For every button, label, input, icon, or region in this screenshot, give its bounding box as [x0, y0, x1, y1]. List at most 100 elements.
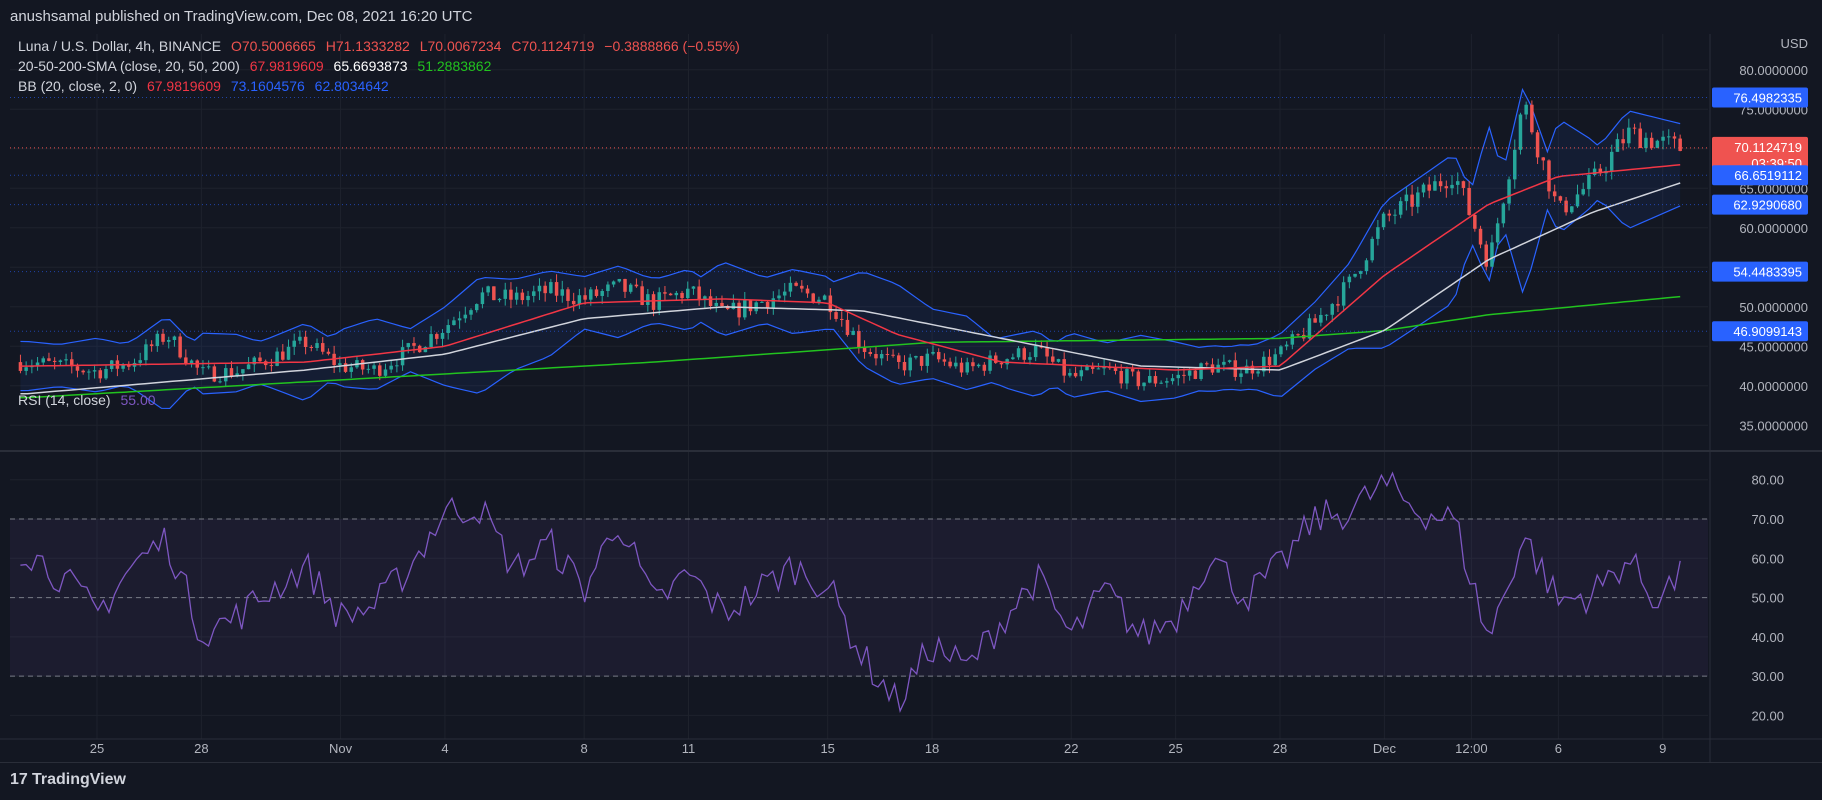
candle: [1421, 182, 1426, 198]
chart-svg[interactable]: 80.000000075.000000070.000000065.0000000…: [0, 34, 1822, 762]
candle-body: [879, 354, 884, 359]
candle: [24, 361, 28, 376]
candle: [281, 344, 285, 361]
candle: [680, 290, 684, 304]
candle-body: [161, 333, 165, 342]
rsi-tick-label: 80.00: [1751, 473, 1784, 488]
candle-body: [1119, 370, 1123, 384]
candle: [737, 300, 741, 326]
candle: [206, 360, 211, 370]
candle-body: [1644, 137, 1648, 148]
candle: [1524, 101, 1528, 120]
candle: [1427, 176, 1431, 199]
candle: [1193, 368, 1198, 380]
candle: [1130, 364, 1135, 377]
candle: [954, 356, 958, 369]
candle-body: [976, 364, 981, 367]
candle: [1609, 144, 1614, 180]
candle-body: [771, 298, 776, 309]
candle: [1199, 362, 1203, 381]
candle-body: [1222, 361, 1226, 365]
candle: [1638, 122, 1642, 149]
candle-body: [1279, 346, 1283, 355]
candle-body: [58, 360, 63, 362]
candle-body: [1364, 260, 1369, 272]
time-tick-label: 22: [1064, 741, 1078, 756]
candle-body: [338, 363, 342, 366]
candle-body: [611, 281, 616, 285]
candle: [611, 280, 616, 288]
candle: [1353, 273, 1357, 278]
bb-upper-line: [20, 87, 1681, 348]
candle-body: [1256, 371, 1260, 374]
candle-body: [1113, 368, 1118, 371]
candle-body: [1296, 334, 1300, 336]
candle: [1450, 175, 1454, 196]
candle-body: [686, 288, 690, 299]
candle: [47, 352, 51, 362]
price-label-bg: [1712, 261, 1808, 282]
candle: [908, 353, 912, 377]
candle: [224, 364, 228, 387]
candle-body: [577, 295, 582, 305]
candle: [1079, 364, 1084, 381]
legend-sma20: 67.9819609: [249, 58, 324, 74]
candle-body: [1011, 357, 1015, 360]
candle: [383, 363, 388, 379]
candle: [1347, 274, 1352, 289]
candle-body: [1267, 356, 1272, 366]
candle: [127, 361, 131, 371]
candle-body: [1558, 196, 1563, 201]
candle-body: [931, 351, 935, 354]
candle-body: [258, 357, 262, 362]
bb-lower-line: [20, 199, 1681, 410]
time-tick-label: 28: [194, 741, 208, 756]
candle: [1575, 184, 1580, 208]
candle-body: [765, 301, 770, 309]
rsi-tick-label: 40.00: [1751, 630, 1784, 645]
candle-body: [1347, 276, 1352, 283]
candle-body: [817, 299, 821, 303]
candle-body: [1541, 157, 1546, 161]
candle: [212, 364, 217, 383]
candle: [942, 353, 947, 366]
tradingview-logo[interactable]: 17 TradingView: [10, 771, 126, 789]
chart-area[interactable]: 80.000000075.000000070.000000065.0000000…: [0, 34, 1822, 762]
candle: [782, 283, 787, 303]
candle: [862, 340, 867, 359]
candle: [286, 339, 291, 361]
candle-body: [372, 365, 376, 369]
candle-body: [948, 361, 952, 367]
time-tick-label: Nov: [329, 741, 353, 756]
candle: [720, 295, 724, 308]
footer-bar: 17 TradingView: [0, 762, 1822, 800]
legend-sma50: 65.6693873: [333, 58, 408, 74]
candle-body: [1427, 184, 1431, 191]
candle: [87, 369, 91, 380]
candle: [92, 364, 97, 379]
candle-body: [1398, 201, 1403, 215]
rsi-series-line: [20, 471, 1681, 713]
candle-body: [1598, 168, 1603, 174]
candle: [166, 336, 171, 349]
candle-body: [1136, 371, 1141, 387]
candle-body: [47, 358, 51, 361]
candle-body: [75, 366, 80, 371]
sma200-line: [20, 295, 1681, 399]
candle: [172, 335, 177, 347]
candle: [583, 287, 587, 305]
legend-high: H71.1333282: [325, 38, 410, 54]
candle-body: [400, 347, 405, 366]
candle-body: [269, 365, 274, 367]
candle-body: [822, 295, 827, 300]
rsi-tick-label: 50.00: [1751, 591, 1784, 606]
price-label-text: 66.6519112: [1734, 168, 1802, 183]
candle: [1125, 366, 1129, 390]
candle-body: [651, 294, 656, 310]
legend-open: O70.5006665: [230, 38, 316, 54]
candle-body: [600, 291, 604, 296]
candle: [651, 291, 656, 317]
candle: [35, 357, 40, 371]
candle-body: [606, 284, 610, 292]
candle-body: [178, 336, 182, 358]
